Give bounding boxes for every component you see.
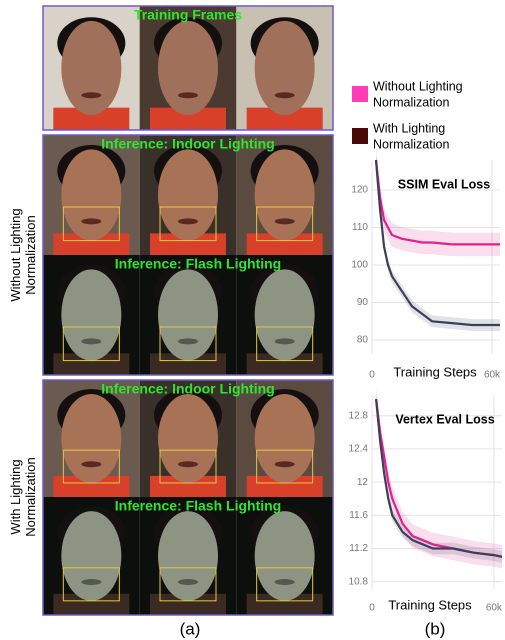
face <box>255 21 315 115</box>
mouth <box>178 461 198 467</box>
face <box>158 21 218 115</box>
face <box>61 511 121 601</box>
x-tick-label: 0 <box>369 370 375 381</box>
face <box>158 394 218 483</box>
mouth <box>81 461 101 467</box>
overlay-label: Inference: Flash Lighting <box>115 498 281 514</box>
mouth <box>275 218 295 224</box>
mouth <box>81 579 101 585</box>
face <box>61 269 121 360</box>
face <box>61 21 121 115</box>
x-axis-label: Training Steps <box>388 597 472 612</box>
row-label-line: With Lighting <box>8 459 23 534</box>
face <box>158 149 218 240</box>
photo-panel: Training Frames Inference: Indoor Lightin… <box>43 6 333 615</box>
legend-label: Normalization <box>373 137 449 151</box>
mouth <box>81 218 101 224</box>
y-tick-label: 90 <box>357 297 369 308</box>
y-tick-label: 100 <box>351 260 368 271</box>
x-tick-label: 0 <box>369 603 375 614</box>
face <box>158 511 218 601</box>
mouth <box>275 92 295 98</box>
x-tick-label: 60k <box>484 370 501 381</box>
caption: (b) <box>425 619 446 638</box>
face <box>255 269 315 360</box>
chart-title: Vertex Eval Loss <box>395 412 494 426</box>
y-tick-label: 11.6 <box>349 510 368 521</box>
legend-swatch <box>352 128 368 144</box>
face <box>255 149 315 240</box>
row-label-line: Normalization <box>23 457 38 536</box>
y-tick-label: 120 <box>351 185 368 196</box>
mouth <box>178 218 198 224</box>
legend-swatch <box>352 86 368 102</box>
mouth <box>178 579 198 585</box>
mouth <box>275 461 295 467</box>
y-tick-label: 10.8 <box>349 576 369 587</box>
face <box>61 149 121 240</box>
chart: 80 90 100 110 120 0 60k SSIM Eval Loss Training … <box>351 148 501 380</box>
mouth <box>178 338 198 344</box>
legend-label: Normalization <box>373 95 449 109</box>
y-tick-label: 12.8 <box>349 410 369 421</box>
mouth <box>178 92 198 98</box>
mouth <box>81 338 101 344</box>
y-tick-label: 80 <box>357 335 369 346</box>
x-tick-label: 60k <box>486 603 503 614</box>
row-label-line: Normalization <box>23 215 38 294</box>
chart: 10.8 11.2 11.6 12 12.4 12.8 0 60k Vertex Eval Lo… <box>349 387 503 613</box>
overlay-label: Inference: Flash Lighting <box>115 256 281 272</box>
figure: Training Frames Inference: Indoor Lightin… <box>0 0 505 640</box>
mouth <box>275 579 295 585</box>
y-tick-label: 110 <box>352 222 368 233</box>
face <box>61 394 121 483</box>
overlay-label: Inference: Indoor Lighting <box>101 381 274 397</box>
row-label-line: Without Lighting <box>8 208 23 301</box>
legend-label: Without Lighting <box>373 79 463 93</box>
legend-label: With Lighting <box>373 121 445 135</box>
face <box>158 269 218 360</box>
x-axis-label: Training Steps <box>393 364 477 379</box>
mouth <box>275 338 295 344</box>
face <box>255 511 315 601</box>
y-tick-label: 12.4 <box>349 444 369 455</box>
y-tick-label: 12 <box>357 477 369 488</box>
overlay-label: Training Frames <box>134 7 242 23</box>
face <box>255 394 315 483</box>
overlay-label: Inference: Indoor Lighting <box>101 136 274 152</box>
chart-title: SSIM Eval Loss <box>398 177 490 191</box>
caption: (a) <box>180 619 201 638</box>
mouth <box>81 92 101 98</box>
y-tick-label: 11.2 <box>349 543 368 554</box>
